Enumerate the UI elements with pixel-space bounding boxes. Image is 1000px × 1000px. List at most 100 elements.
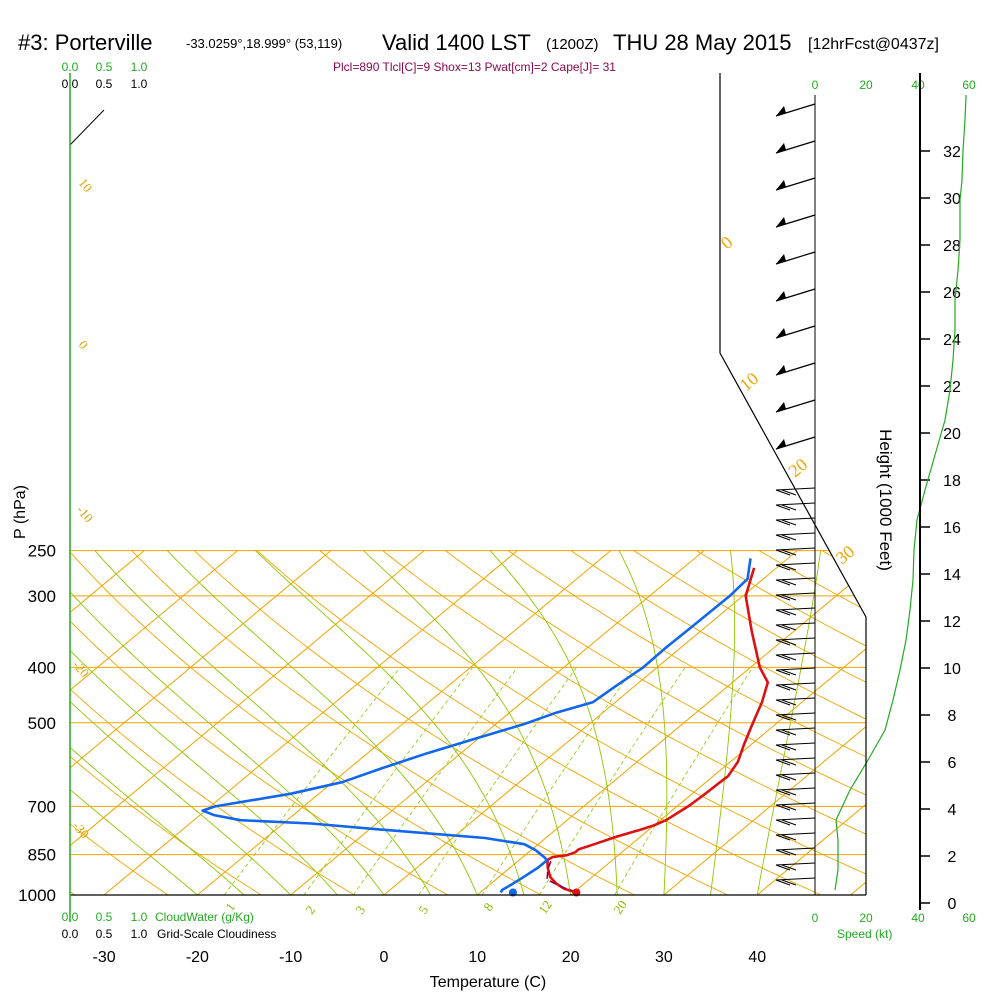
wind-barb [775, 103, 816, 117]
wind-barb-feather [775, 609, 791, 616]
wind-barb-feather [775, 849, 791, 856]
isotherm-line [756, 550, 866, 895]
wind-barb-feather [781, 714, 797, 721]
height-axis-label: Height (1000 Feet) [876, 429, 895, 571]
dry-adiabat-line [70, 550, 355, 895]
cloudwater-tick-top: 0.5 [96, 60, 113, 74]
cloudwater-tick-top: 0.0 [62, 60, 79, 74]
moist-adiabat-line [70, 550, 385, 895]
isotherm-line [70, 550, 238, 895]
wind-barb-feather [775, 564, 791, 571]
wind-barb [775, 577, 816, 586]
wind-barb-feather [781, 849, 797, 856]
theta-label: 10 [736, 368, 763, 395]
dry-adiabat-line [885, 551, 1000, 895]
mixing-ratio-label: 20 [610, 897, 630, 916]
valid-time: Valid 1400 LST [382, 30, 531, 55]
mixing-ratio-line [614, 667, 753, 895]
wind-barb [775, 712, 816, 721]
wind-barb-flag [776, 291, 786, 301]
dry-adiabat-line [507, 550, 866, 895]
x-axis-label: Temperature (C) [430, 974, 546, 991]
wind-barb-feather [775, 684, 791, 691]
pressure-tick-label: 400 [28, 658, 56, 677]
wind-barb [775, 622, 816, 631]
wind-barb-feather [775, 759, 791, 766]
wind-barb [775, 802, 816, 811]
wind-barb-shaft [775, 757, 816, 761]
wind-barb-feather [781, 819, 797, 826]
cloudiness-tick-top: 1.0 [131, 77, 148, 91]
dry-adiabat-line [256, 550, 822, 895]
height-tick-label: 0 [948, 896, 957, 913]
wind-barb-feather [781, 684, 797, 691]
wind-barb-feather [781, 579, 797, 586]
wind-barb [775, 742, 816, 751]
dry-adiabat-line [382, 550, 866, 895]
moist-adiabat-line [166, 550, 478, 895]
wind-barb-feather [781, 729, 797, 736]
wind-barb-feather [781, 804, 797, 811]
wind-barb-feather [781, 504, 797, 511]
wind-barb [775, 532, 816, 541]
wind-barb [775, 251, 816, 265]
wind-barb-feather [775, 654, 791, 661]
wind-barb-shaft [775, 517, 816, 521]
moist-adiabat-line [70, 550, 245, 895]
temperature-profile-line [546, 567, 770, 894]
wind-speed-profile-line [834, 94, 967, 891]
isotherm-label: -10 [74, 502, 97, 525]
wind-barb [775, 502, 816, 511]
temperature-tick-label: 0 [380, 949, 389, 966]
wind-barb-feather [781, 789, 797, 796]
speed-axis-label: Speed (kt) [837, 927, 892, 941]
cloudwater-label: CloudWater (g/Kg) [155, 910, 254, 924]
wind-barb-feather [775, 864, 791, 871]
cloudiness-label: Grid-Scale Cloudiness [157, 927, 276, 941]
mixing-ratio-label: 8 [480, 900, 496, 914]
wind-barb [775, 399, 816, 413]
wind-barb [775, 517, 816, 526]
wind-barb-feather [781, 639, 797, 646]
station-coords: -33.0259°,18.999° (53,119) [186, 36, 342, 51]
pressure-tick-label: 500 [28, 714, 56, 733]
speed-tick-bottom: 0 [812, 911, 819, 925]
wind-barb-flag [776, 180, 786, 190]
wind-barb [775, 667, 816, 676]
wind-barb-feather [781, 609, 797, 616]
speed-tick-top: 60 [962, 78, 976, 92]
height-tick-label: 28 [943, 238, 961, 255]
cloudwater-tick-bottom: 1.0 [131, 910, 148, 924]
mixing-ratio-line [418, 667, 577, 895]
wind-barb-shaft [775, 547, 816, 551]
dry-adiabat-line [194, 550, 728, 895]
forecast-run: [12hrFcst@0437z] [808, 36, 939, 53]
wind-barb-feather [781, 654, 797, 661]
wind-barb-feather [775, 774, 791, 781]
wind-barb [775, 562, 816, 571]
dry-adiabat-line [633, 550, 866, 895]
height-tick-label: 22 [943, 379, 961, 396]
wind-barb [775, 862, 816, 871]
moist-adiabat-line [94, 550, 431, 895]
wind-barb-shaft [775, 532, 816, 536]
speed-tick-bottom: 20 [859, 911, 873, 925]
wind-barb-feather [775, 729, 791, 736]
cloudiness-profile-line [69, 109, 105, 146]
isotherm-label: 0 [76, 337, 92, 352]
wind-barb-feather [775, 519, 791, 526]
sounding-curves [201, 558, 770, 897]
wind-barb-shaft [775, 742, 816, 746]
mixing-ratio-label: 2 [302, 903, 318, 917]
y-axis-label: P (hPa) [12, 485, 29, 539]
temperature-tick-label: 10 [468, 949, 486, 966]
speed-tick-bottom: 40 [911, 911, 925, 925]
isotherm-label: -20 [70, 657, 93, 680]
wind-barb [775, 547, 816, 556]
wind-barb [775, 847, 816, 856]
wind-barb-feather [781, 534, 797, 541]
wind-barb-feather [775, 789, 791, 796]
wind-barb [775, 214, 816, 228]
wind-barb-flag [776, 143, 786, 153]
